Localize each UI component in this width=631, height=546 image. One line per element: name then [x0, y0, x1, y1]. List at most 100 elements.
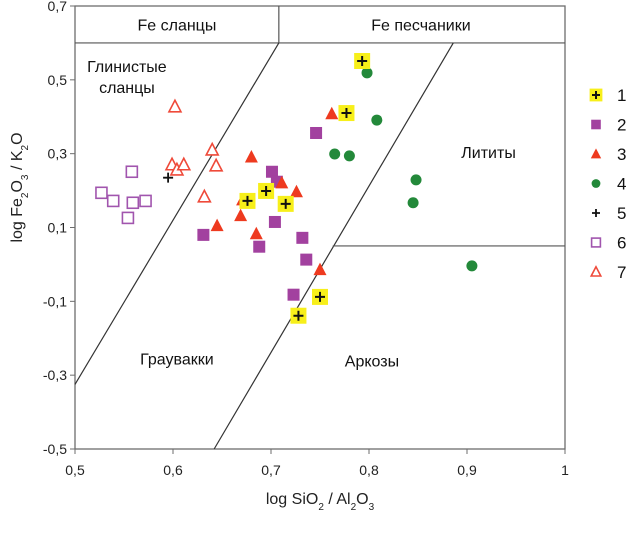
marker-open-square	[106, 194, 120, 208]
data-point-series-2	[300, 253, 313, 266]
legend-item-3: 3	[590, 145, 626, 164]
marker-plus	[163, 172, 174, 183]
marker-circle	[361, 67, 373, 79]
y-tick-label: 0,3	[48, 146, 68, 162]
region-label-fe-shales: Fe сланцы	[137, 17, 216, 34]
data-point-series-2	[287, 288, 300, 301]
marker-open-square	[126, 196, 140, 210]
data-point-series-1	[290, 307, 307, 324]
data-point-series-4	[343, 150, 355, 162]
legend: 1 2 3 4 5 6 7	[589, 86, 626, 282]
y-tick-label: -0,1	[43, 293, 67, 309]
marker-open-triangle	[176, 156, 192, 171]
x-tick-label: 0,7	[261, 462, 281, 478]
legend-marker-5	[592, 209, 600, 217]
data-point-series-4	[407, 197, 419, 209]
data-point-series-3	[325, 106, 339, 120]
x-tick-label: 0,5	[65, 462, 85, 478]
marker-open-square	[125, 165, 139, 179]
data-point-series-3	[244, 149, 258, 163]
legend-item-2: 2	[591, 116, 626, 135]
data-point-series-6	[121, 211, 135, 225]
marker-circle	[329, 148, 341, 160]
data-point-series-2	[310, 126, 323, 139]
marker-plus	[261, 185, 272, 196]
region-label-arkoses: Аркозы	[345, 353, 399, 370]
data-point-series-7	[167, 98, 183, 113]
data-point-series-3	[210, 218, 224, 232]
data-point-series-1	[338, 105, 355, 122]
marker-plus	[293, 310, 304, 321]
legend-marker-7	[589, 265, 603, 277]
data-point-series-4	[466, 260, 478, 272]
data-point-series-4	[361, 67, 373, 79]
marker-plus	[357, 56, 368, 67]
data-point-series-3	[313, 262, 327, 276]
marker-plus	[242, 195, 253, 206]
marker-plus	[280, 198, 291, 209]
data-point-series-6	[95, 186, 108, 200]
x-tick-label: 0,6	[163, 462, 183, 478]
marker-triangle	[234, 208, 248, 222]
legend-item-6: 6	[590, 234, 626, 253]
x-tick-label: 1	[561, 462, 569, 478]
marker-triangle	[275, 175, 289, 189]
marker-triangle	[210, 218, 224, 232]
legend-label-3: 3	[617, 145, 626, 164]
y-tick-label: -0,3	[43, 367, 67, 383]
marker-plus	[592, 209, 600, 217]
y-tick-label: 0,5	[48, 72, 68, 88]
data-point-series-1	[277, 195, 294, 212]
y-axis: -0,5 -0,3 -0,1 0,1 0,3 0,5 0,7	[43, 0, 75, 457]
x-tick-label: 0,8	[359, 462, 379, 478]
marker-open-square	[95, 186, 108, 200]
marker-square	[591, 119, 601, 130]
region-label-clay-shales-line1: Глинистые	[87, 59, 167, 76]
data-point-series-6	[106, 194, 120, 208]
data-point-series-4	[371, 114, 383, 126]
legend-marker-2	[591, 119, 601, 130]
marker-square	[310, 126, 323, 139]
data-point-series-6	[139, 194, 152, 208]
legend-item-5: 5	[592, 204, 626, 223]
boundaries	[74, 6, 565, 450]
x-tick-label: 0,9	[457, 462, 477, 478]
region-label-fe-sandstones: Fe песчаники	[371, 17, 470, 34]
marker-triangle	[313, 262, 327, 276]
legend-item-7: 7	[589, 263, 626, 282]
legend-marker-4	[591, 179, 601, 188]
legend-label-5: 5	[617, 204, 626, 223]
legend-marker-1	[589, 88, 603, 102]
region-label-lithites: Лититы	[461, 145, 516, 162]
region-labels: Fe сланцы Fe песчаники Глинистые сланцы Лити…	[87, 17, 516, 370]
legend-label-4: 4	[617, 175, 626, 194]
data-point-series-2	[265, 165, 278, 178]
data-point-series-1	[239, 192, 256, 209]
data-point-series-6	[125, 165, 139, 179]
legend-item-4: 4	[591, 175, 626, 194]
shale-greywacke-boundary-line	[74, 42, 280, 385]
marker-square	[268, 215, 281, 228]
marker-triangle	[244, 149, 258, 163]
x-axis: 0,5 0,6 0,7 0,8 0,9 1	[65, 449, 569, 478]
marker-circle	[591, 179, 601, 188]
marker-circle	[410, 174, 422, 186]
data-point-series-3	[275, 175, 289, 189]
marker-square	[265, 165, 278, 178]
marker-open-triangle	[204, 141, 220, 156]
y-tick-label: -0,5	[43, 441, 67, 457]
data-point-series-3	[289, 184, 303, 198]
marker-circle	[407, 197, 419, 209]
data-point-series-7	[204, 141, 220, 156]
legend-label-1: 1	[617, 86, 626, 105]
region-label-greywackes: Граувакки	[140, 352, 214, 369]
marker-square	[253, 240, 266, 253]
marker-triangle	[249, 226, 263, 240]
marker-plus	[592, 91, 600, 99]
legend-label-2: 2	[617, 116, 626, 135]
data-point-series-7	[208, 157, 224, 172]
data-point-series-3	[234, 208, 248, 222]
data-point-series-2	[253, 240, 266, 253]
marker-open-square	[121, 211, 135, 225]
